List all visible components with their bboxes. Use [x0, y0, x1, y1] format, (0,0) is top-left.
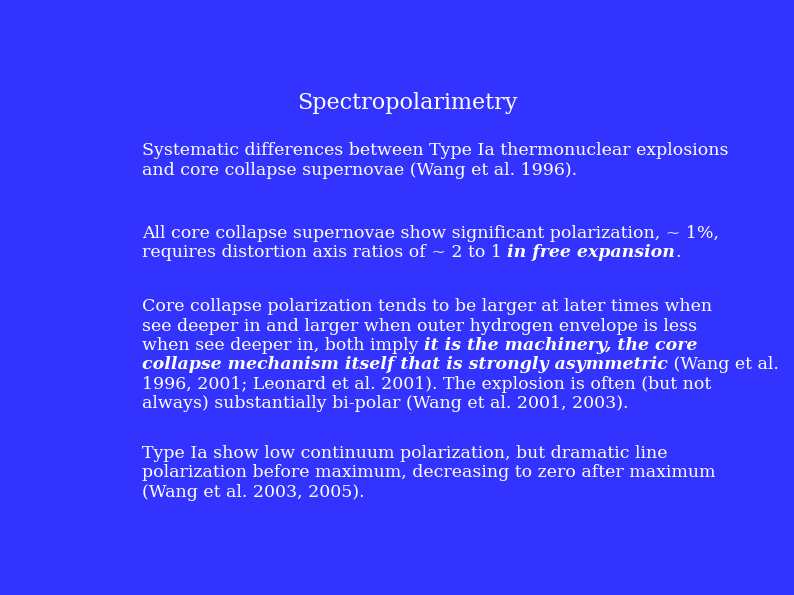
Text: collapse mechanism itself that is strongly asymmetric: collapse mechanism itself that is strong… — [142, 356, 668, 373]
Text: Systematic differences between Type Ia thermonuclear explosions: Systematic differences between Type Ia t… — [142, 142, 728, 159]
Text: see deeper in and larger when outer hydrogen envelope is less: see deeper in and larger when outer hydr… — [142, 318, 697, 334]
Text: Type Ia show low continuum polarization, but dramatic line: Type Ia show low continuum polarization,… — [142, 445, 668, 462]
Text: always) substantially bi-polar (Wang et al. 2001, 2003).: always) substantially bi-polar (Wang et … — [142, 395, 628, 412]
Text: 1996, 2001; Leonard et al. 2001). The explosion is often (but not: 1996, 2001; Leonard et al. 2001). The ex… — [142, 375, 711, 393]
Text: polarization before maximum, decreasing to zero after maximum: polarization before maximum, decreasing … — [142, 464, 715, 481]
Text: it is the machinery, the core: it is the machinery, the core — [424, 337, 697, 354]
Text: Spectropolarimetry: Spectropolarimetry — [297, 92, 517, 114]
Text: (Wang et al. 2003, 2005).: (Wang et al. 2003, 2005). — [142, 484, 364, 500]
Text: (Wang et al.: (Wang et al. — [668, 356, 779, 373]
Text: .: . — [675, 245, 680, 261]
Text: and core collapse supernovae (Wang et al. 1996).: and core collapse supernovae (Wang et al… — [142, 162, 577, 178]
Text: when see deeper in, both imply: when see deeper in, both imply — [142, 337, 424, 354]
Text: Core collapse polarization tends to be larger at later times when: Core collapse polarization tends to be l… — [142, 298, 712, 315]
Text: in free expansion: in free expansion — [507, 245, 675, 261]
Text: All core collapse supernovae show significant polarization, ~ 1%,: All core collapse supernovae show signif… — [142, 225, 719, 242]
Text: requires distortion axis ratios of ~ 2 to 1: requires distortion axis ratios of ~ 2 t… — [142, 245, 507, 261]
